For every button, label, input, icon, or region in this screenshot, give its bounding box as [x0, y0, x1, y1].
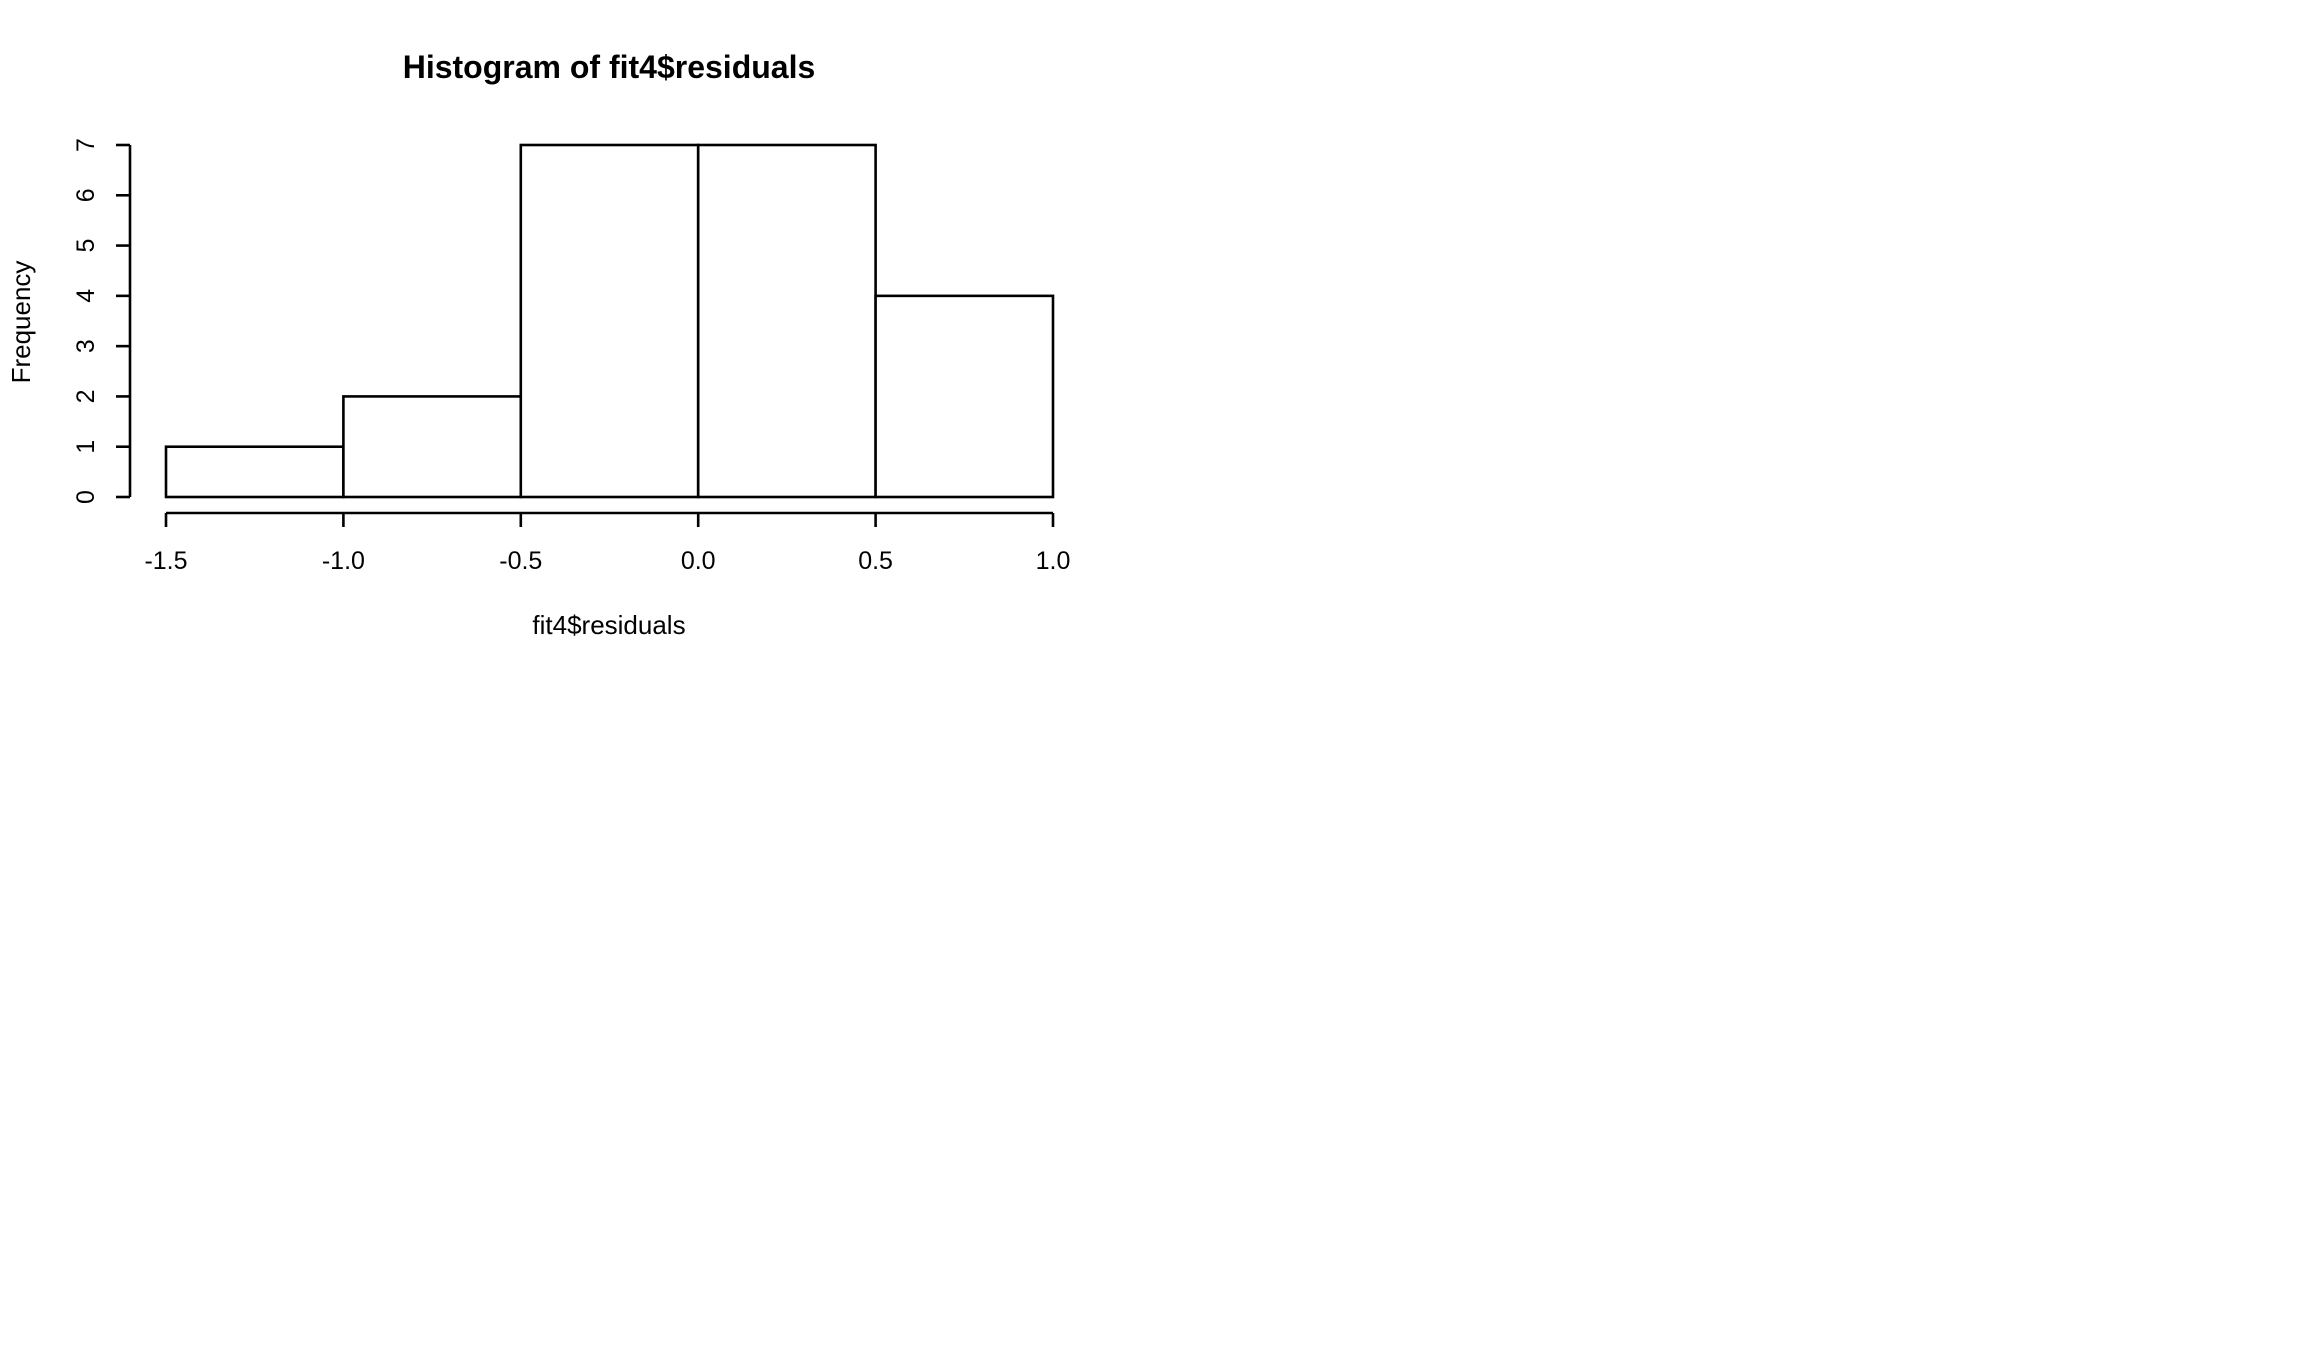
histogram-bar-0 — [164, 445, 345, 499]
y-tick-label-2: 2 — [72, 389, 100, 403]
x-tick-label-3: 0.0 — [681, 547, 716, 575]
y-tick-label-7: 7 — [72, 138, 100, 152]
x-tick-label-1: -1.0 — [322, 547, 365, 575]
bars — [164, 143, 1055, 499]
x-axis: -1.5 -1.0 -0.5 0.0 0.5 1.0 — [144, 511, 1071, 575]
x-axis-label: fit4$residuals — [532, 610, 685, 640]
chart-title: Histogram of fit4$residuals — [403, 49, 816, 85]
histogram-bar-2 — [519, 143, 700, 499]
y-tick-label-1: 1 — [72, 440, 100, 454]
histogram-bar-1 — [342, 395, 523, 499]
x-tick-label-5: 1.0 — [1036, 547, 1071, 575]
y-tick-label-4: 4 — [72, 289, 100, 303]
y-axis-label: Frequency — [6, 261, 36, 384]
histogram-bar-4 — [874, 294, 1055, 499]
x-tick-label-2: -0.5 — [499, 547, 542, 575]
x-tick-label-4: 0.5 — [858, 547, 893, 575]
y-tick-label-0: 0 — [72, 490, 100, 504]
y-tick-label-3: 3 — [72, 339, 100, 353]
x-tick-label-0: -1.5 — [144, 547, 187, 575]
histogram-bar-3 — [696, 143, 877, 499]
y-tick-label-6: 6 — [72, 188, 100, 202]
y-axis: 0 1 2 3 4 5 6 7 — [72, 138, 132, 504]
y-tick-label-5: 5 — [72, 239, 100, 253]
